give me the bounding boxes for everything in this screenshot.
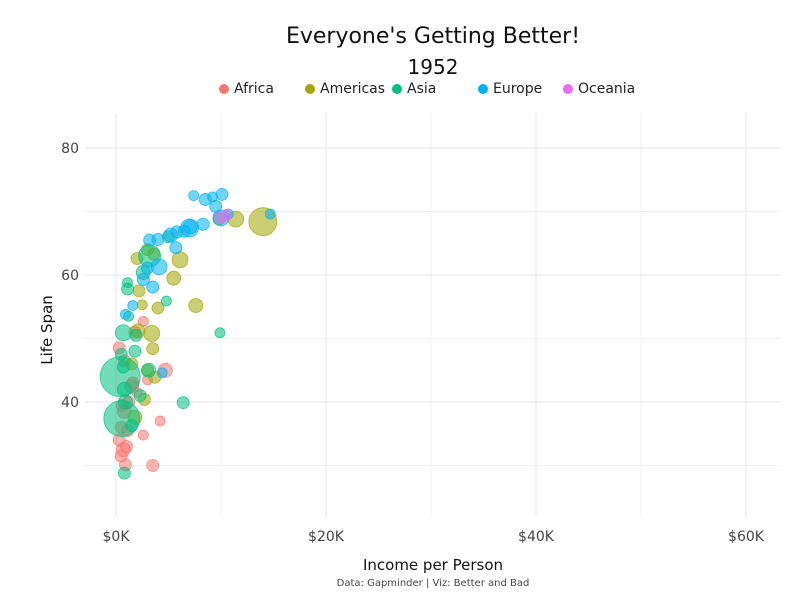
data-point-europe	[143, 233, 157, 247]
chart-subtitle: 1952	[407, 55, 459, 79]
data-point-asia	[114, 347, 128, 361]
data-point-asia	[160, 295, 172, 307]
data-point-europe	[170, 225, 184, 239]
legend-swatch-oceania	[563, 84, 573, 94]
legend-item-europe: Europe	[478, 81, 542, 97]
data-point-asia	[128, 344, 142, 358]
data-point-americas	[136, 299, 148, 311]
data-point-europe	[215, 187, 229, 201]
data-point-asia	[118, 466, 131, 480]
data-point-asia	[122, 277, 133, 289]
y-tick-label: 60	[61, 268, 79, 284]
data-point-europe	[120, 308, 131, 320]
y-axis-label: Life Span	[38, 295, 56, 365]
data-point-asia	[133, 389, 147, 403]
legend-item-americas: Americas	[305, 81, 385, 97]
chart-title: Everyone's Getting Better!	[285, 24, 581, 49]
data-point-europe	[127, 300, 139, 311]
x-tick-label: $20K	[308, 529, 345, 545]
y-tick-label: 40	[61, 395, 79, 411]
legend-swatch-americas	[305, 84, 315, 94]
points-layer	[99, 187, 278, 480]
data-point-americas	[171, 251, 189, 269]
data-point-oceania	[221, 209, 233, 221]
data-point-asia	[129, 328, 143, 342]
grid-layer	[85, 113, 781, 518]
legend: Africa Americas Asia Europe Oceania	[0, 81, 800, 101]
data-point-asia	[141, 362, 156, 378]
y-tick-label: 80	[61, 141, 79, 157]
data-point-americas	[146, 342, 160, 356]
legend-item-asia: Asia	[392, 81, 436, 97]
x-axis-label: Income per Person	[362, 556, 504, 574]
data-point-africa	[146, 459, 160, 472]
data-point-europe	[146, 280, 160, 294]
data-point-europe	[141, 261, 154, 275]
legend-label-africa: Africa	[234, 81, 274, 97]
data-point-europe	[136, 273, 150, 286]
legend-label-americas: Americas	[320, 81, 386, 97]
data-point-africa	[154, 415, 166, 427]
data-point-americas	[151, 301, 165, 315]
legend-swatch-africa	[219, 84, 229, 94]
data-point-europe	[209, 200, 223, 213]
data-point-asia	[214, 327, 226, 339]
legend-label-oceania: Oceania	[578, 81, 636, 97]
data-point-americas	[188, 298, 204, 313]
ticks-layer: $0K $20K $40K $60K 40 60 80	[61, 141, 765, 545]
data-point-americas	[143, 325, 161, 342]
data-point-europe	[156, 367, 168, 379]
data-point-asia	[118, 394, 133, 410]
data-point-europe	[188, 190, 200, 202]
legend-item-oceania: Oceania	[563, 81, 635, 97]
data-point-americas	[166, 270, 182, 286]
x-tick-label: $40K	[518, 529, 555, 545]
data-point-africa	[137, 429, 149, 441]
data-point-asia	[114, 324, 132, 342]
data-point-asia	[117, 381, 132, 397]
data-point-americas	[132, 284, 146, 298]
data-point-europe	[264, 208, 276, 220]
data-point-asia	[176, 396, 190, 410]
data-point-europe	[196, 217, 210, 231]
data-point-asia	[116, 360, 130, 374]
data-point-europe	[183, 219, 198, 235]
data-point-asia	[125, 419, 139, 432]
x-tick-label: $0K	[103, 529, 131, 545]
x-tick-label: $60K	[728, 529, 765, 545]
legend-label-asia: Asia	[407, 81, 437, 97]
legend-label-europe: Europe	[493, 81, 543, 97]
chart-caption: Data: Gapminder | Viz: Better and Bad	[336, 578, 530, 589]
legend-swatch-asia	[392, 84, 402, 94]
legend-swatch-europe	[478, 84, 488, 94]
legend-item-africa: Africa	[219, 81, 274, 97]
data-point-europe	[169, 241, 183, 255]
